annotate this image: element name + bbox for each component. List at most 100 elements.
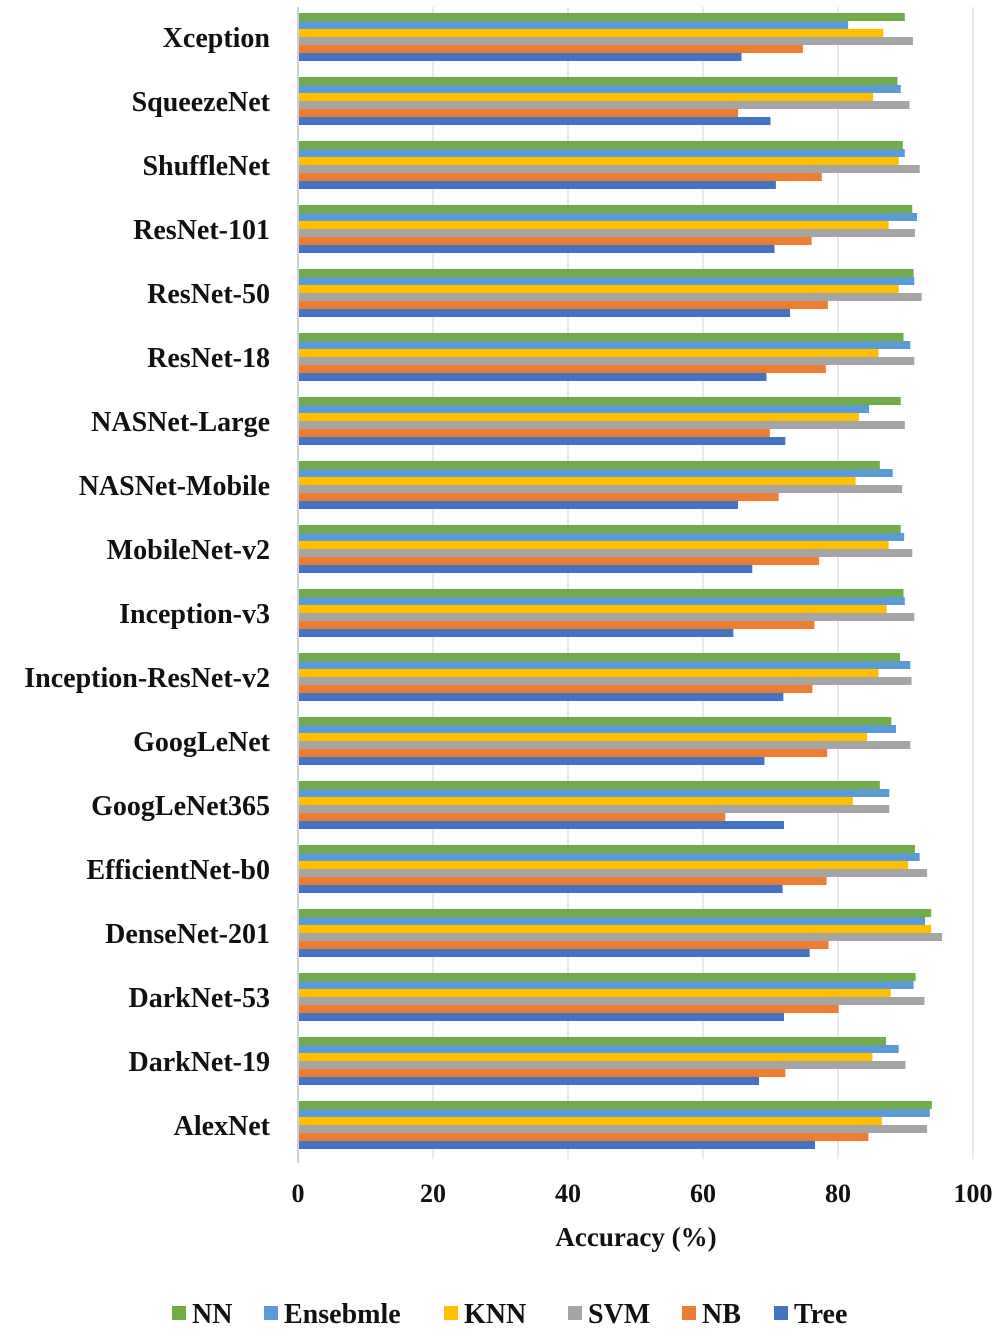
bar-squeezenet-nn <box>298 77 898 85</box>
bar-mobilenet-v2-ensebmle <box>298 533 905 541</box>
category-label-darknet-53: DarkNet-53 <box>128 983 270 1014</box>
bar-efficientnet-b0-ensebmle <box>298 853 920 861</box>
bar-nasnet-large-ensebmle <box>298 405 870 413</box>
bar-resnet-50-nb <box>298 301 828 309</box>
bar-resnet-50-tree <box>298 309 791 317</box>
legend-label-nn: NN <box>192 1299 232 1330</box>
bar-inception-resnet-v2-nn <box>298 653 901 661</box>
bar-darknet-19-knn <box>298 1053 873 1061</box>
bar-resnet-101-knn <box>298 221 889 229</box>
category-label-resnet-50: ResNet-50 <box>147 279 270 310</box>
bar-resnet-101-tree <box>298 245 775 253</box>
bar-darknet-19-nb <box>298 1069 786 1077</box>
category-label-densenet-201: DenseNet-201 <box>105 919 270 950</box>
bar-resnet-101-ensebmle <box>298 213 917 221</box>
bar-nasnet-large-nb <box>298 429 770 437</box>
category-label-nasnet-large: NASNet-Large <box>91 407 270 438</box>
bar-darknet-53-nb <box>298 1005 839 1013</box>
bar-nasnet-mobile-svm <box>298 485 903 493</box>
bar-googlenet-svm <box>298 741 911 749</box>
x-tick-label-60: 60 <box>690 1179 716 1208</box>
legend-label-ensebmle: Ensebmle <box>284 1299 401 1330</box>
bar-inception-v3-svm <box>298 613 915 621</box>
category-label-googlenet365: GoogLeNet365 <box>91 791 270 822</box>
bar-nasnet-mobile-knn <box>298 477 856 485</box>
bar-nasnet-large-nn <box>298 397 901 405</box>
bar-darknet-53-ensebmle <box>298 981 914 989</box>
bar-inception-v3-tree <box>298 629 734 637</box>
category-label-darknet-19: DarkNet-19 <box>128 1047 270 1078</box>
bar-mobilenet-v2-svm <box>298 549 913 557</box>
bar-inception-resnet-v2-tree <box>298 693 784 701</box>
bar-resnet-50-nn <box>298 269 914 277</box>
bar-googlenet365-nn <box>298 781 880 789</box>
legend-label-tree: Tree <box>794 1299 847 1330</box>
bar-squeezenet-knn <box>298 93 874 101</box>
bar-nasnet-mobile-nn <box>298 461 880 469</box>
bar-nasnet-mobile-tree <box>298 501 739 509</box>
bar-resnet-101-nn <box>298 205 913 213</box>
bar-googlenet365-ensebmle <box>298 789 890 797</box>
bar-resnet-50-knn <box>298 285 899 293</box>
bar-efficientnet-b0-nb <box>298 877 827 885</box>
bar-alexnet-tree <box>298 1141 816 1149</box>
bar-shufflenet-tree <box>298 181 776 189</box>
bar-squeezenet-ensebmle <box>298 85 901 93</box>
bar-resnet-50-svm <box>298 293 922 301</box>
bar-googlenet365-svm <box>298 805 890 813</box>
category-label-inception-v3: Inception-v3 <box>119 599 270 630</box>
bar-inception-resnet-v2-knn <box>298 669 879 677</box>
category-label-squeezenet: SqueezeNet <box>132 87 271 118</box>
bar-xception-nn <box>298 13 905 21</box>
bar-darknet-53-tree <box>298 1013 784 1021</box>
bar-densenet-201-nb <box>298 941 829 949</box>
x-tick-label-80: 80 <box>825 1179 851 1208</box>
x-tick-label-0: 0 <box>292 1179 305 1208</box>
bar-shufflenet-svm <box>298 165 920 173</box>
bar-googlenet365-nb <box>298 813 726 821</box>
bar-darknet-53-svm <box>298 997 925 1005</box>
bar-nasnet-large-knn <box>298 413 859 421</box>
bar-squeezenet-tree <box>298 117 771 125</box>
legend-label-nb: NB <box>702 1299 741 1330</box>
bar-efficientnet-b0-tree <box>298 885 783 893</box>
bars <box>298 13 942 1149</box>
legend-swatch-tree <box>774 1306 788 1320</box>
bar-alexnet-nn <box>298 1101 932 1109</box>
bar-darknet-19-tree <box>298 1077 760 1085</box>
bar-shufflenet-nn <box>298 141 903 149</box>
bar-inception-resnet-v2-nb <box>298 685 813 693</box>
bar-resnet-18-nb <box>298 365 826 373</box>
bar-darknet-19-svm <box>298 1061 906 1069</box>
bar-xception-nb <box>298 45 803 53</box>
x-axis-ticks: 0 20 40 60 80 100 <box>292 1179 993 1208</box>
bar-shufflenet-knn <box>298 157 899 165</box>
bar-densenet-201-svm <box>298 933 942 941</box>
bar-squeezenet-nb <box>298 109 739 117</box>
bar-xception-ensebmle <box>298 21 849 29</box>
bar-resnet-18-nn <box>298 333 904 341</box>
bar-inception-v3-ensebmle <box>298 597 905 605</box>
bar-mobilenet-v2-tree <box>298 565 753 573</box>
category-label-nasnet-mobile: NASNet-Mobile <box>79 471 270 502</box>
bar-densenet-201-ensebmle <box>298 917 926 925</box>
legend-swatch-svm <box>568 1306 582 1320</box>
bar-alexnet-knn <box>298 1117 882 1125</box>
category-label-efficientnet-b0: EfficientNet-b0 <box>86 855 270 886</box>
bar-resnet-18-tree <box>298 373 767 381</box>
legend-swatch-nn <box>172 1306 186 1320</box>
category-label-resnet-18: ResNet-18 <box>147 343 270 374</box>
legend: NN Ensebmle KNN SVM NB Tree <box>172 1299 847 1330</box>
category-label-inception-resnet-v2: Inception-ResNet-v2 <box>24 663 270 694</box>
bar-nasnet-large-tree <box>298 437 786 445</box>
bar-efficientnet-b0-svm <box>298 869 928 877</box>
bar-densenet-201-nn <box>298 909 932 917</box>
bar-mobilenet-v2-nb <box>298 557 820 565</box>
bar-nasnet-large-svm <box>298 421 905 429</box>
bar-inception-v3-knn <box>298 605 887 613</box>
bar-googlenet-nn <box>298 717 892 725</box>
category-label-shufflenet: ShuffleNet <box>142 151 270 182</box>
bar-resnet-18-ensebmle <box>298 341 911 349</box>
bar-nasnet-mobile-ensebmle <box>298 469 893 477</box>
bar-mobilenet-v2-nn <box>298 525 901 533</box>
